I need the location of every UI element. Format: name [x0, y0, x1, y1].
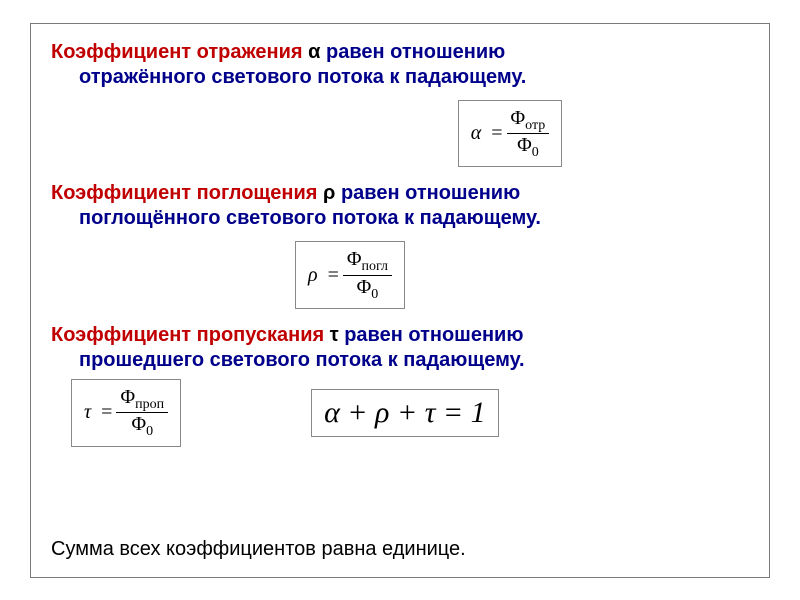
sum-formula-box: α + ρ + τ = 1: [311, 389, 499, 437]
reflection-formula-box: α = Φотр Φ0: [458, 100, 563, 168]
transmission-definition: Коэффициент пропускания τ равен отношени…: [51, 323, 749, 373]
refl-num-sub: отр: [525, 118, 545, 133]
absorption-symbol: ρ: [323, 182, 341, 204]
transmission-formula-box: τ = Φпроп Φ0: [71, 379, 181, 447]
reflection-tail1: равен отношению: [326, 41, 505, 63]
transmission-symbol: τ: [330, 324, 344, 346]
content-frame: Коэффициент отражения α равен отношению …: [30, 23, 770, 578]
equals-sign: =: [491, 122, 502, 145]
bottom-formula-row: τ = Φпроп Φ0 α + ρ + τ = 1: [71, 379, 749, 447]
trn-num-sub: проп: [135, 397, 164, 412]
refl-num-main: Φ: [511, 107, 526, 129]
transmission-term: Коэффициент пропускания: [51, 324, 330, 346]
absorption-tail2: поглощённого светового потока к падающем…: [51, 206, 749, 231]
absorption-fraction: Φпогл Φ0: [343, 248, 392, 302]
trn-num-main: Φ: [120, 386, 135, 408]
reflection-symbol: α: [308, 41, 326, 63]
trn-den-sub: 0: [146, 424, 153, 439]
absorption-definition: Коэффициент поглощения ρ равен отношению…: [51, 181, 749, 231]
reflection-definition: Коэффициент отражения α равен отношению …: [51, 40, 749, 90]
abs-num-main: Φ: [347, 248, 362, 270]
equals-sign: =: [101, 401, 112, 424]
summary-text: Сумма всех коэффициентов равна единице.: [51, 538, 749, 561]
transmission-tail1: равен отношению: [344, 324, 523, 346]
reflection-term: Коэффициент отражения: [51, 41, 308, 63]
sum-equation: α + ρ + τ = 1: [324, 396, 486, 429]
abs-den-main: Φ: [357, 276, 372, 298]
reflection-fraction: Φотр Φ0: [507, 107, 550, 161]
absorption-formula-box: ρ = Φпогл Φ0: [295, 241, 405, 309]
transmission-tail2: прошедшего светового потока к падающему.: [51, 348, 749, 373]
absorption-term: Коэффициент поглощения: [51, 182, 323, 204]
reflection-tail2: отражённого светового потока к падающему…: [51, 65, 749, 90]
transmission-lhs: τ: [84, 401, 91, 424]
abs-den-sub: 0: [371, 287, 378, 302]
reflection-lhs: α: [471, 122, 482, 145]
transmission-fraction: Φпроп Φ0: [116, 386, 168, 440]
absorption-lhs: ρ: [308, 264, 318, 287]
equals-sign: =: [328, 264, 339, 287]
abs-num-sub: погл: [362, 259, 389, 274]
reflection-formula-row: α = Φотр Φ0: [51, 100, 749, 168]
trn-den-main: Φ: [131, 413, 146, 435]
absorption-tail1: равен отношению: [341, 182, 520, 204]
absorption-formula-row: ρ = Φпогл Φ0: [0, 241, 749, 309]
refl-den-main: Φ: [517, 134, 532, 156]
refl-den-sub: 0: [532, 145, 539, 160]
